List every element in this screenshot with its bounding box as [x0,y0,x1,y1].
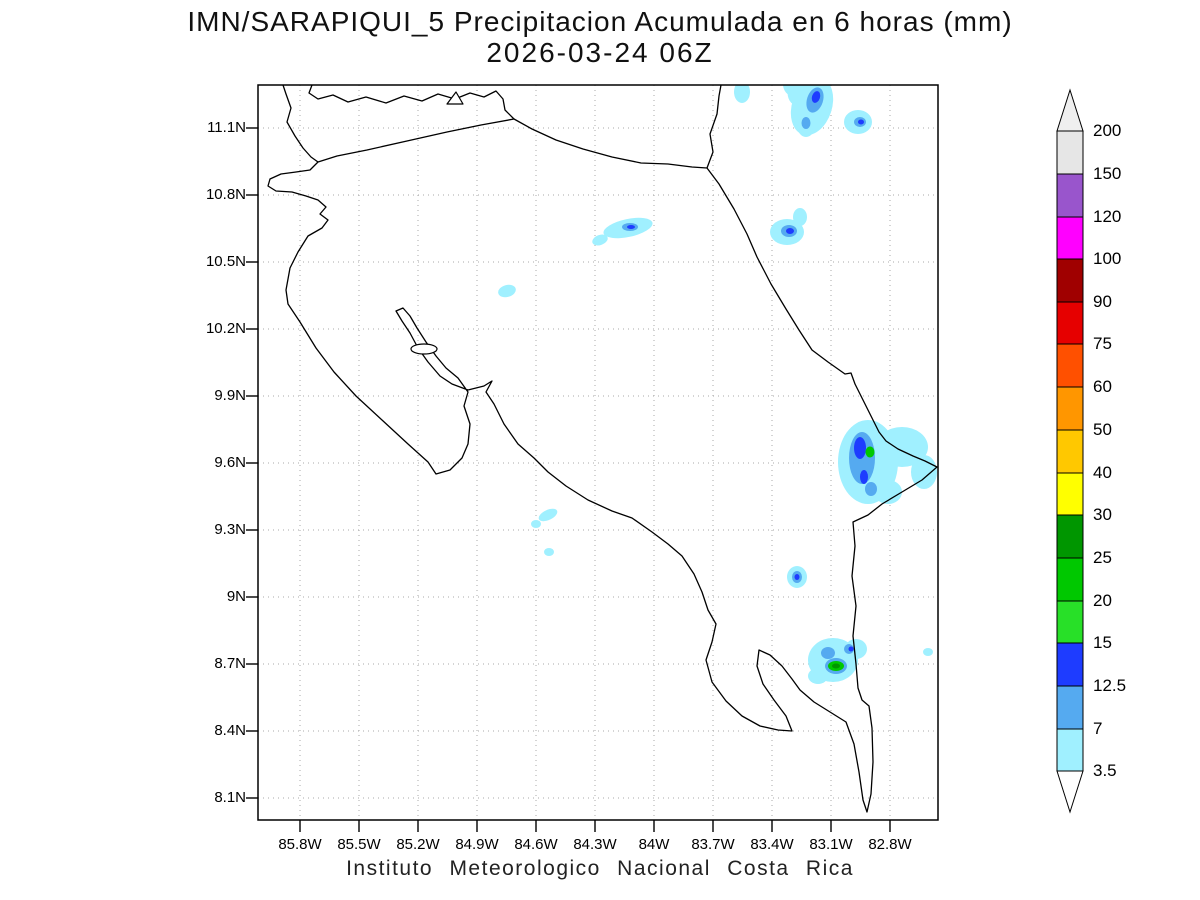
graticule-gridlines [258,85,938,820]
lon-axis-label: 82.8W [868,836,912,853]
colorbar-label: 75 [1093,334,1112,353]
lon-axis-label: 84.3W [573,836,617,853]
colorbar-segment [1056,386,1084,431]
nicaragua-caribbean-coast [706,85,722,169]
precip-level5-intense-core [832,663,840,669]
colorbar-segment [1056,130,1084,175]
lat-axis-label: 10.5N [205,253,246,270]
costa-rica-outline [267,118,938,813]
colorbar-label: 20 [1093,591,1112,610]
lat-axis-label: 9N [226,588,246,605]
lon-axis-label: 83.7W [691,836,735,853]
lat-axis-label: 10.8N [205,186,246,203]
colorbar-segment [1056,642,1084,687]
colorbar-label: 50 [1093,420,1112,439]
lat-axis-label: 8.4N [214,722,246,739]
page-subtitle-datetime: 2026-03-24 06Z [486,37,714,68]
lon-axis-label: 84.6W [514,836,558,853]
axis-tick-marks [246,127,891,832]
colorbar-label: 90 [1093,292,1112,311]
plot-background [258,85,938,820]
colorbar [1056,88,1084,814]
colorbar-label: 120 [1093,207,1122,226]
colorbar-label: 150 [1093,164,1122,183]
colorbar-segment [1056,685,1084,730]
lon-axis-label: 83.4W [750,836,794,853]
colorbar-segment [1056,728,1084,772]
colorbar-label: 200 [1093,121,1122,140]
colorbar-segment [1056,514,1084,559]
colorbar-label: 3.5 [1093,761,1117,780]
lat-axis-label: 9.9N [214,387,246,404]
colorbar-segment [1056,600,1084,644]
colorbar-arrow-top [1056,88,1084,132]
lat-axis-label: 11.1N [207,119,246,136]
colorbar-label: 60 [1093,377,1112,396]
lat-axis-label: 9.6N [214,454,246,471]
colorbar-segment [1056,429,1084,474]
colorbar-segment [1056,343,1084,388]
colorbar-label: 12.5 [1093,676,1127,695]
colorbar-segment [1056,173,1084,218]
lon-axis-label: 84.9W [455,836,499,853]
colorbar-arrow-bottom [1056,770,1084,814]
colorbar-label: 40 [1093,463,1112,482]
lon-axis-label: 83.1W [809,836,853,853]
lake-nicaragua-shore [308,85,515,120]
lon-axis-label: 84W [638,836,670,853]
plot-frame [257,84,939,821]
lat-axis-label: 8.7N [214,655,246,672]
colorbar-segment [1056,258,1084,303]
lat-axis-label: 9.3N [214,521,246,538]
colorbar-segment [1056,472,1084,516]
colorbar-label: 7 [1093,719,1103,738]
coastline-borders [267,85,938,813]
lon-axis-label: 85.5W [337,836,381,853]
chira-island [410,343,438,355]
colorbar-label: 15 [1093,633,1112,652]
colorbar-segment [1056,216,1084,260]
nicaragua-pacific-coast [282,85,319,163]
colorbar-label: 30 [1093,505,1112,524]
lat-axis-label: 8.1N [214,789,246,806]
lake-island [446,91,464,105]
colorbar-segment [1056,301,1084,345]
colorbar-segment [1056,557,1084,602]
page-title: IMN/SARAPIQUI_5 Precipitacion Acumulada … [187,6,1013,37]
precip-level3-heavy-rain [627,91,868,652]
lat-axis-label: 10.2N [205,320,246,337]
lon-axis-label: 85.2W [396,836,440,853]
colorbar-label: 25 [1093,548,1112,567]
colorbar-label: 100 [1093,249,1122,268]
footer-institution: Instituto Meteorologico Nacional Costa R… [346,857,854,880]
lon-axis-label: 85.8W [278,836,322,853]
